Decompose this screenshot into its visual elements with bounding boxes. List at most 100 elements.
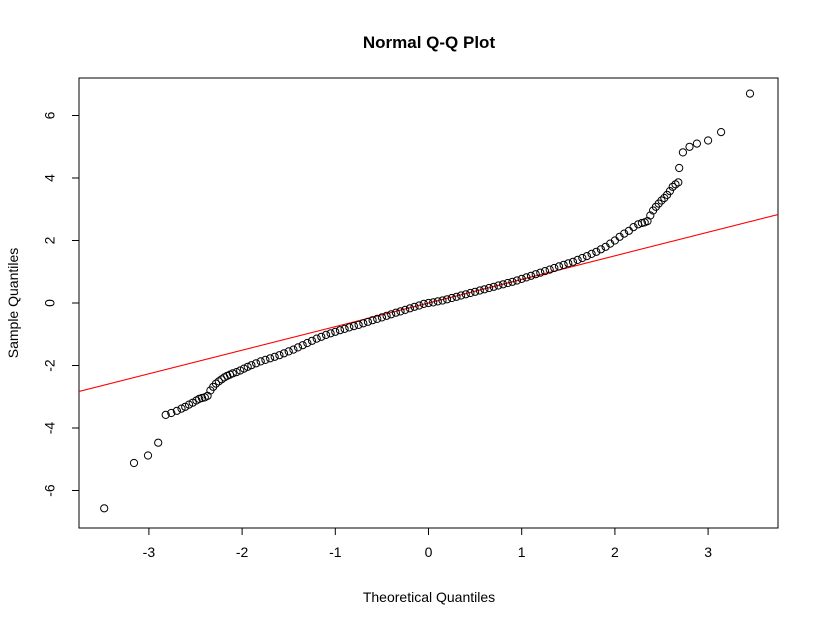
data-point [382,311,391,320]
x-tick-label: -2 [236,544,249,560]
data-point [564,259,573,268]
data-point [466,288,475,298]
data-point [674,178,683,187]
data-point [243,362,252,371]
data-point [363,317,372,326]
data-point [326,329,335,338]
data-point [489,282,498,291]
data-point [415,301,424,310]
data-point [559,260,568,269]
y-tick-label: -6 [42,484,58,497]
data-point [429,298,438,307]
data-point [321,330,331,339]
data-point [331,327,340,336]
data-point [554,262,564,271]
data-point [526,271,536,280]
data-point [279,349,289,358]
data-point [172,406,181,415]
data-point [452,292,461,301]
data-point [620,229,629,238]
data-point [405,304,414,313]
data-point [410,302,419,311]
data-point [368,316,377,325]
x-tick-label: 1 [518,544,526,560]
data-point [717,128,726,137]
x-tick-label: -1 [329,544,342,560]
data-point [298,341,307,350]
data-point [289,345,298,354]
data-point [443,295,452,304]
data-point [582,252,592,261]
data-point [517,274,526,283]
data-point [401,305,410,314]
data-point [270,352,279,361]
data-point [345,323,354,332]
data-point [359,319,368,328]
reference-line [79,213,778,393]
y-tick-label: -4 [42,422,58,435]
data-point [461,290,470,299]
data-point [550,263,559,273]
data-point [678,148,688,157]
data-point [391,308,400,317]
data-point [349,322,358,331]
data-point [433,297,442,306]
data-point [167,408,176,418]
data-point [266,354,275,363]
data-point [685,142,694,151]
data-point [494,281,503,290]
data-point [354,320,363,329]
data-point [475,286,484,295]
data-point [485,283,494,293]
data-point [239,364,249,373]
y-axis-label: Sample Quantiles [5,248,21,359]
data-point [261,355,270,364]
data-point [236,366,245,375]
data-point [396,307,405,316]
data-point [545,265,554,274]
data-point [536,268,545,277]
data-point [312,334,321,343]
data-point [531,270,540,279]
data-point [143,451,153,460]
data-point [317,332,326,341]
data-point [457,291,466,300]
data-point [646,211,655,220]
data-point [471,287,480,296]
data-point [629,223,638,232]
data-point [307,336,317,345]
data-points [100,89,755,513]
y-tick-label: 6 [42,111,58,119]
data-point [668,182,677,191]
data-point [293,343,303,352]
chart-title: Normal Q-Q Plot [363,33,496,52]
data-point [161,410,170,419]
data-point [303,338,312,348]
data-point [377,313,386,322]
data-point [335,326,345,335]
data-point [675,163,684,173]
data-point [704,136,713,145]
y-tick-label: 2 [42,236,58,244]
x-tick-label: -3 [143,544,156,560]
x-tick-label: 2 [611,544,619,560]
data-point [419,299,428,308]
data-point [211,379,221,388]
data-point [637,218,647,228]
data-point [177,404,186,413]
data-point [232,368,241,377]
data-point [480,285,489,294]
data-point [387,310,396,319]
data-point [592,247,601,256]
data-point [596,245,606,254]
data-point [129,458,139,468]
data-point [665,187,675,196]
data-point [154,438,163,447]
data-point [373,314,382,323]
data-point [214,377,223,386]
data-point [745,89,755,98]
data-point [657,196,666,205]
data-point [512,276,522,285]
data-point [587,249,596,258]
